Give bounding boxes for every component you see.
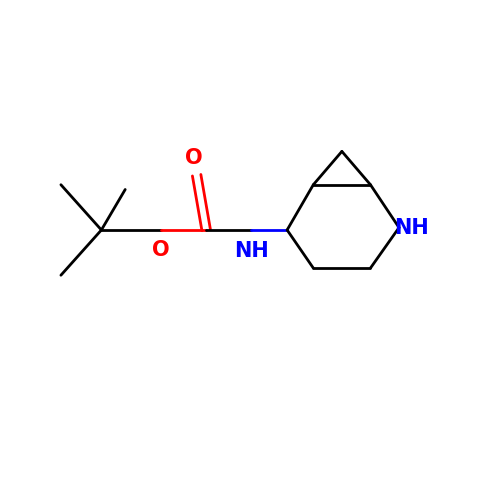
Text: O: O [152,240,170,260]
Text: NH: NH [395,217,429,238]
Text: O: O [185,148,203,168]
Text: NH: NH [234,241,269,262]
